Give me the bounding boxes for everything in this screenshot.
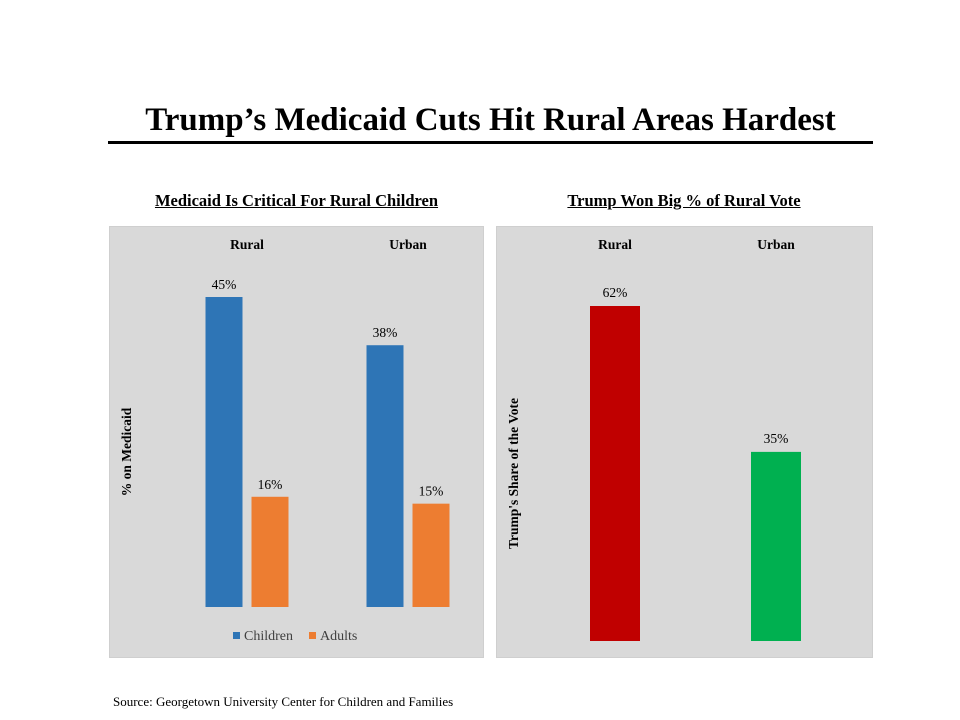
left-data-label-children-rural: 45% xyxy=(212,277,237,292)
legend-label-children: Children xyxy=(244,629,293,644)
right-y-axis-label: Trump's Share of the Vote xyxy=(506,398,521,549)
right-chart-title: Trump Won Big % of Rural Vote xyxy=(567,191,801,210)
right-category-label-rural: Rural xyxy=(598,237,632,252)
right-chart-svg: Trump's Share of the Vote Rural 62% Urban 35… xyxy=(506,237,801,641)
right-data-label-urban: 35% xyxy=(764,431,789,446)
left-y-axis-label: % on Medicaid xyxy=(119,407,134,496)
left-bar-adults-rural xyxy=(251,496,289,607)
right-bar-urban xyxy=(751,451,801,641)
left-bar-children-urban xyxy=(366,345,404,607)
left-chart-title: Medicaid Is Critical For Rural Children xyxy=(154,191,439,210)
main-title: Trump’s Medicaid Cuts Hit Rural Areas Ha… xyxy=(145,102,836,138)
left-data-label-children-urban: 38% xyxy=(373,325,398,340)
left-category-label-urban: Urban xyxy=(389,237,427,252)
right-bar-rural xyxy=(590,306,640,641)
right-chart-panel: Trump's Share of the Vote Rural 62% Urban 35… xyxy=(496,226,873,658)
legend-label-adults: Adults xyxy=(320,629,357,644)
legend-swatch-children xyxy=(233,632,240,639)
left-chart-panel: % on Medicaid Rural 45% 16% Urban 38% 15% Child… xyxy=(109,226,484,658)
legend-swatch-adults xyxy=(309,632,316,639)
right-data-label-rural: 62% xyxy=(603,285,628,300)
source-note: Source: Georgetown University Center for… xyxy=(113,694,454,709)
title-underline xyxy=(108,141,873,144)
left-bar-adults-urban xyxy=(412,503,450,607)
left-bar-children-rural xyxy=(205,297,243,607)
right-category-label-urban: Urban xyxy=(757,237,795,252)
left-chart-svg: % on Medicaid Rural 45% 16% Urban 38% 15% Child… xyxy=(119,237,450,644)
left-category-label-rural: Rural xyxy=(230,237,264,252)
left-data-label-adults-urban: 15% xyxy=(419,484,444,499)
left-data-label-adults-rural: 16% xyxy=(258,477,283,492)
